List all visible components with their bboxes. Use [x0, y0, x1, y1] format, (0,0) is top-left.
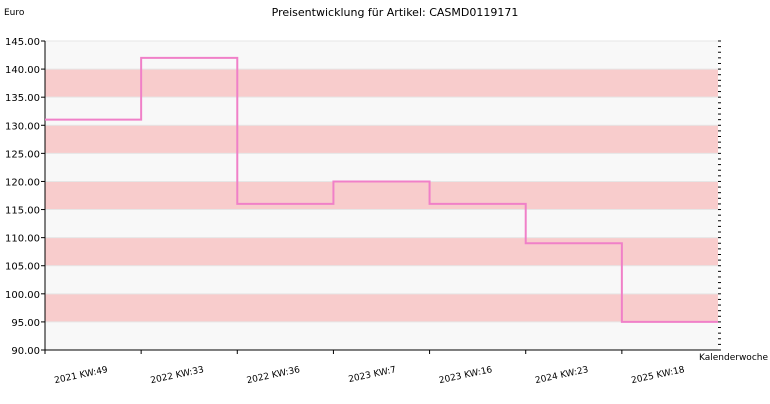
- x-tick-label: 2023 KW:7: [348, 365, 398, 385]
- y-tick-label: 90.00: [11, 346, 40, 357]
- y-tick-label: 130.00: [5, 121, 40, 132]
- x-axis-ticks: 2021 KW:49 2022 KW:33 2022 KW:36 2023 KW:7 2…: [44, 350, 686, 386]
- background-band: [45, 293, 718, 322]
- y-tick-label: 120.00: [5, 177, 40, 188]
- x-tick-label: 2023 KW:16: [438, 365, 493, 386]
- y-tick-label: 105.00: [5, 262, 40, 273]
- background-band: [45, 41, 718, 70]
- x-tick-label: 2025 KW:18: [630, 365, 685, 386]
- x-tick-label: 2021 KW:49: [54, 365, 109, 386]
- price-series-line: [45, 56, 718, 323]
- y-tick-label: 125.00: [5, 149, 40, 160]
- x-tick-label: 2022 KW:36: [246, 365, 301, 386]
- x-tick-label: 2024 KW:23: [534, 365, 589, 386]
- y-tick-label: 135.00: [5, 93, 40, 104]
- background-band: [45, 69, 718, 98]
- background-bands: [45, 41, 718, 350]
- axes: [44, 40, 721, 351]
- y-tick-label: 95.00: [11, 318, 40, 329]
- background-band: [45, 125, 718, 154]
- gridlines: [45, 40, 718, 351]
- background-band: [45, 181, 718, 210]
- chart-title: Preisentwicklung für Artikel: CASMD01191…: [272, 6, 519, 19]
- y-axis-label: Euro: [4, 8, 25, 18]
- x-axis-label: Kalenderwoche: [699, 353, 768, 363]
- background-band: [45, 209, 718, 238]
- y-tick-label: 145.00: [5, 37, 40, 48]
- background-band: [45, 265, 718, 294]
- y-tick-label: 100.00: [5, 290, 40, 301]
- y-tick-label: 140.00: [5, 65, 40, 76]
- background-band: [45, 97, 718, 126]
- background-band: [45, 237, 718, 266]
- y-axis-ticks: 90.00 95.00 100.00 105.00 110.00 115.00 120.00…: [5, 37, 45, 357]
- x-tick-label: 2022 KW:33: [150, 365, 205, 386]
- y-tick-label: 110.00: [5, 234, 40, 245]
- background-band: [45, 321, 718, 350]
- background-band: [45, 153, 718, 182]
- y-tick-label: 115.00: [5, 206, 40, 217]
